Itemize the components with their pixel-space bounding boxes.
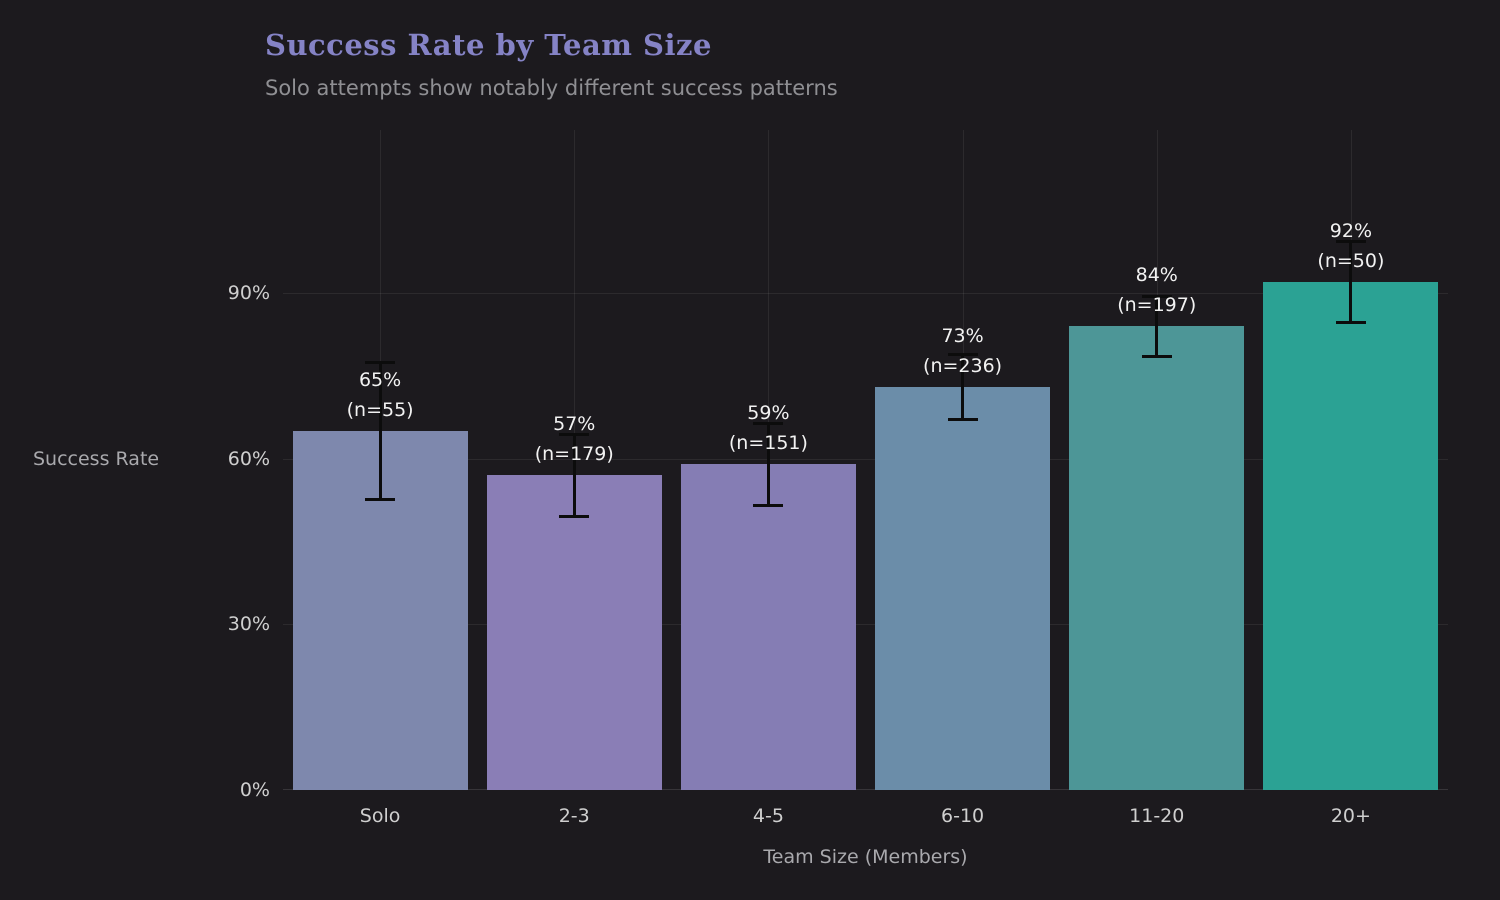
- x-tick-label: 6-10: [941, 805, 985, 827]
- error-bar-cap: [947, 352, 978, 356]
- bar-value-label: 57%: [553, 413, 596, 436]
- bar: [875, 386, 1051, 790]
- bar-n-label: (n=197): [1117, 294, 1197, 317]
- bar-n-label: (n=55): [346, 399, 414, 422]
- gridline: [283, 624, 1448, 626]
- chart-title: Success Rate by Team Size: [265, 28, 712, 62]
- error-bar-cap: [1141, 294, 1172, 298]
- y-tick-label: 90%: [227, 282, 270, 304]
- error-bar-cap: [365, 361, 396, 365]
- error-bar: [572, 433, 576, 517]
- bar-value-label: 92%: [1329, 219, 1373, 242]
- error-bar-cap: [1335, 239, 1366, 243]
- error-bar-cap: [753, 421, 784, 425]
- bar: [1263, 281, 1439, 790]
- error-bar: [378, 362, 382, 501]
- x-tick-label: Solo: [359, 805, 401, 827]
- x-axis-title: Team Size (Members): [763, 846, 968, 868]
- error-bar: [766, 422, 770, 506]
- bar-n-label: (n=179): [534, 443, 614, 466]
- error-bar-cap: [365, 498, 396, 502]
- error-bar-cap: [753, 503, 784, 507]
- bar-value-label: 84%: [1135, 264, 1178, 287]
- gridline: [283, 293, 1448, 294]
- y-tick-label: 60%: [227, 447, 270, 470]
- error-bar-cap: [559, 514, 590, 518]
- bar-n-label: (n=236): [923, 354, 1003, 377]
- error-bar-cap: [559, 432, 590, 436]
- error-bar: [1155, 295, 1159, 357]
- y-tick-label: 30%: [227, 613, 270, 636]
- bar: [1069, 326, 1245, 790]
- x-tick-label: 20+: [1330, 805, 1371, 827]
- error-bar: [1349, 240, 1353, 324]
- bar-value-label: 73%: [941, 324, 984, 347]
- chart-subtitle: Solo attempts show notably different suc…: [265, 76, 838, 100]
- x-tick-label: 2-3: [558, 805, 590, 827]
- bar-n-label: (n=50): [1317, 249, 1385, 272]
- x-tick-label: 11-20: [1129, 805, 1185, 827]
- x-tick-label: 4-5: [752, 805, 784, 827]
- gridline: [283, 458, 1448, 460]
- x-axis-line: [283, 789, 1448, 790]
- bar-value-label: 59%: [747, 402, 790, 425]
- bar-n-label: (n=151): [728, 432, 808, 455]
- plot-area: 65% (n=55) 57% (n=179) 59% (n=151) 73% (n=236) 8…: [283, 130, 1448, 790]
- bar-value-label: 65%: [358, 369, 402, 392]
- error-bar-cap: [947, 418, 978, 421]
- y-axis-title: Success Rate: [33, 448, 160, 470]
- bar: [486, 475, 662, 790]
- error-bar-cap: [1141, 354, 1172, 358]
- bar: [680, 464, 856, 790]
- error-bar: [961, 353, 965, 420]
- y-tick-label: 0%: [239, 779, 270, 801]
- error-bar-cap: [1335, 321, 1366, 325]
